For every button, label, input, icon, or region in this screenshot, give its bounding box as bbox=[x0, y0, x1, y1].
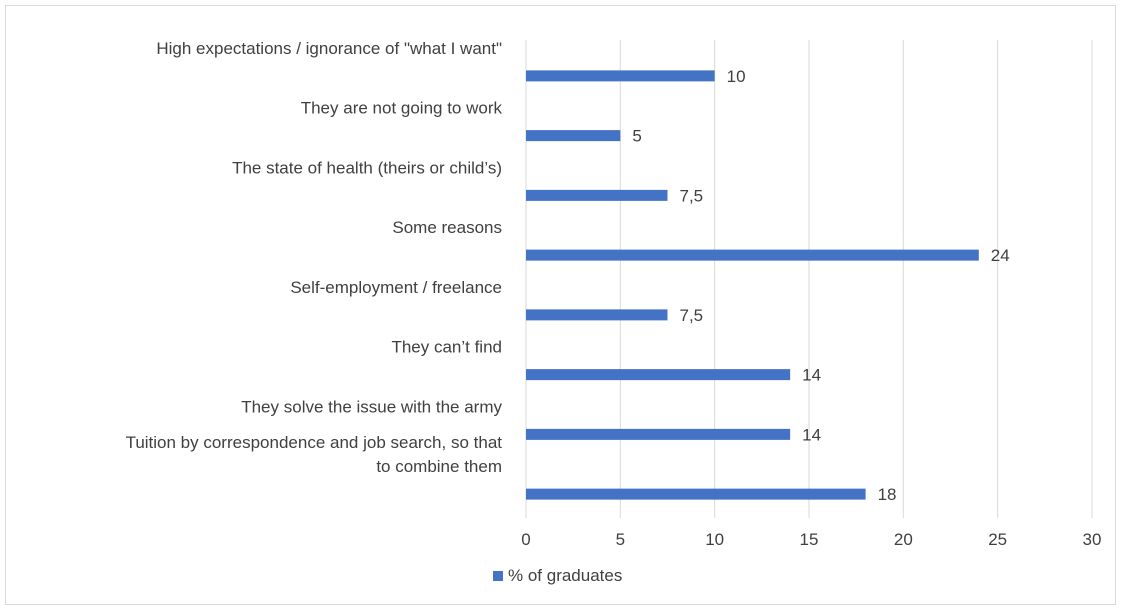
x-tick-label: 10 bbox=[705, 530, 724, 549]
category-label: Some reasons bbox=[392, 218, 502, 237]
category-label: The state of health (theirs or child’s) bbox=[232, 158, 502, 177]
category-label: They can’t find bbox=[391, 338, 502, 357]
x-tick-label: 20 bbox=[894, 530, 913, 549]
bar bbox=[526, 488, 866, 500]
data-label: 5 bbox=[632, 127, 641, 146]
category-label: High expectations / ignorance of "what I… bbox=[156, 39, 502, 58]
category-label: They solve the issue with the army bbox=[241, 397, 502, 416]
x-tick-label: 5 bbox=[616, 530, 625, 549]
data-label: 18 bbox=[878, 485, 897, 504]
data-label: 14 bbox=[802, 425, 821, 444]
data-label: 7,5 bbox=[680, 306, 704, 325]
data-label: 7,5 bbox=[680, 186, 704, 205]
bar bbox=[526, 130, 621, 142]
bar bbox=[526, 309, 668, 321]
legend-swatch bbox=[493, 571, 503, 581]
category-label: Tuition by correspondence and job search… bbox=[126, 433, 503, 476]
x-tick-label: 0 bbox=[521, 530, 530, 549]
category-label: Self-employment / freelance bbox=[290, 278, 502, 297]
bar bbox=[526, 249, 979, 261]
data-label: 24 bbox=[991, 246, 1010, 265]
bar bbox=[526, 428, 791, 440]
chart-frame bbox=[5, 5, 1116, 605]
legend-label: % of graduates bbox=[508, 566, 622, 585]
data-label: 14 bbox=[802, 366, 821, 385]
x-tick-label: 15 bbox=[800, 530, 819, 549]
bar bbox=[526, 189, 668, 201]
x-tick-label: 30 bbox=[1083, 530, 1102, 549]
data-label: 10 bbox=[727, 67, 746, 86]
bar bbox=[526, 70, 715, 82]
bar bbox=[526, 369, 791, 381]
category-label: They are not going to work bbox=[301, 99, 503, 118]
x-tick-label: 25 bbox=[988, 530, 1007, 549]
